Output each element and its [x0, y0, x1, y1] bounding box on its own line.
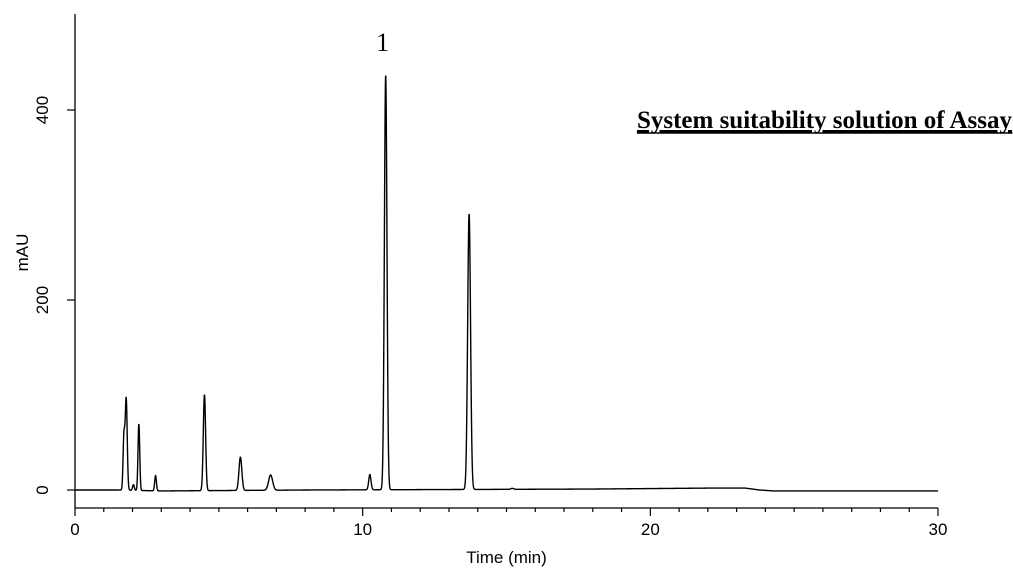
x-tick-label: 20 [641, 520, 660, 539]
x-tick-label: 0 [70, 520, 79, 539]
x-axis-ticks: 0 10 20 30 [70, 508, 947, 539]
y-tick-label: 200 [33, 286, 52, 314]
peak-labels: 1 [376, 28, 389, 57]
x-tick-label: 10 [353, 520, 372, 539]
chromatogram-trace [75, 75, 938, 492]
x-tick-label: 30 [929, 520, 948, 539]
peak-label: 1 [376, 28, 389, 57]
x-axis-title: Time (min) [466, 548, 547, 567]
y-axis-ticks: 0 200 400 [33, 96, 75, 495]
y-tick-label: 400 [33, 96, 52, 124]
y-axis-title: mAU [13, 234, 32, 272]
chart-annotation-title: System suitability solution of Assay [637, 107, 1013, 134]
y-tick-label: 0 [33, 485, 52, 494]
